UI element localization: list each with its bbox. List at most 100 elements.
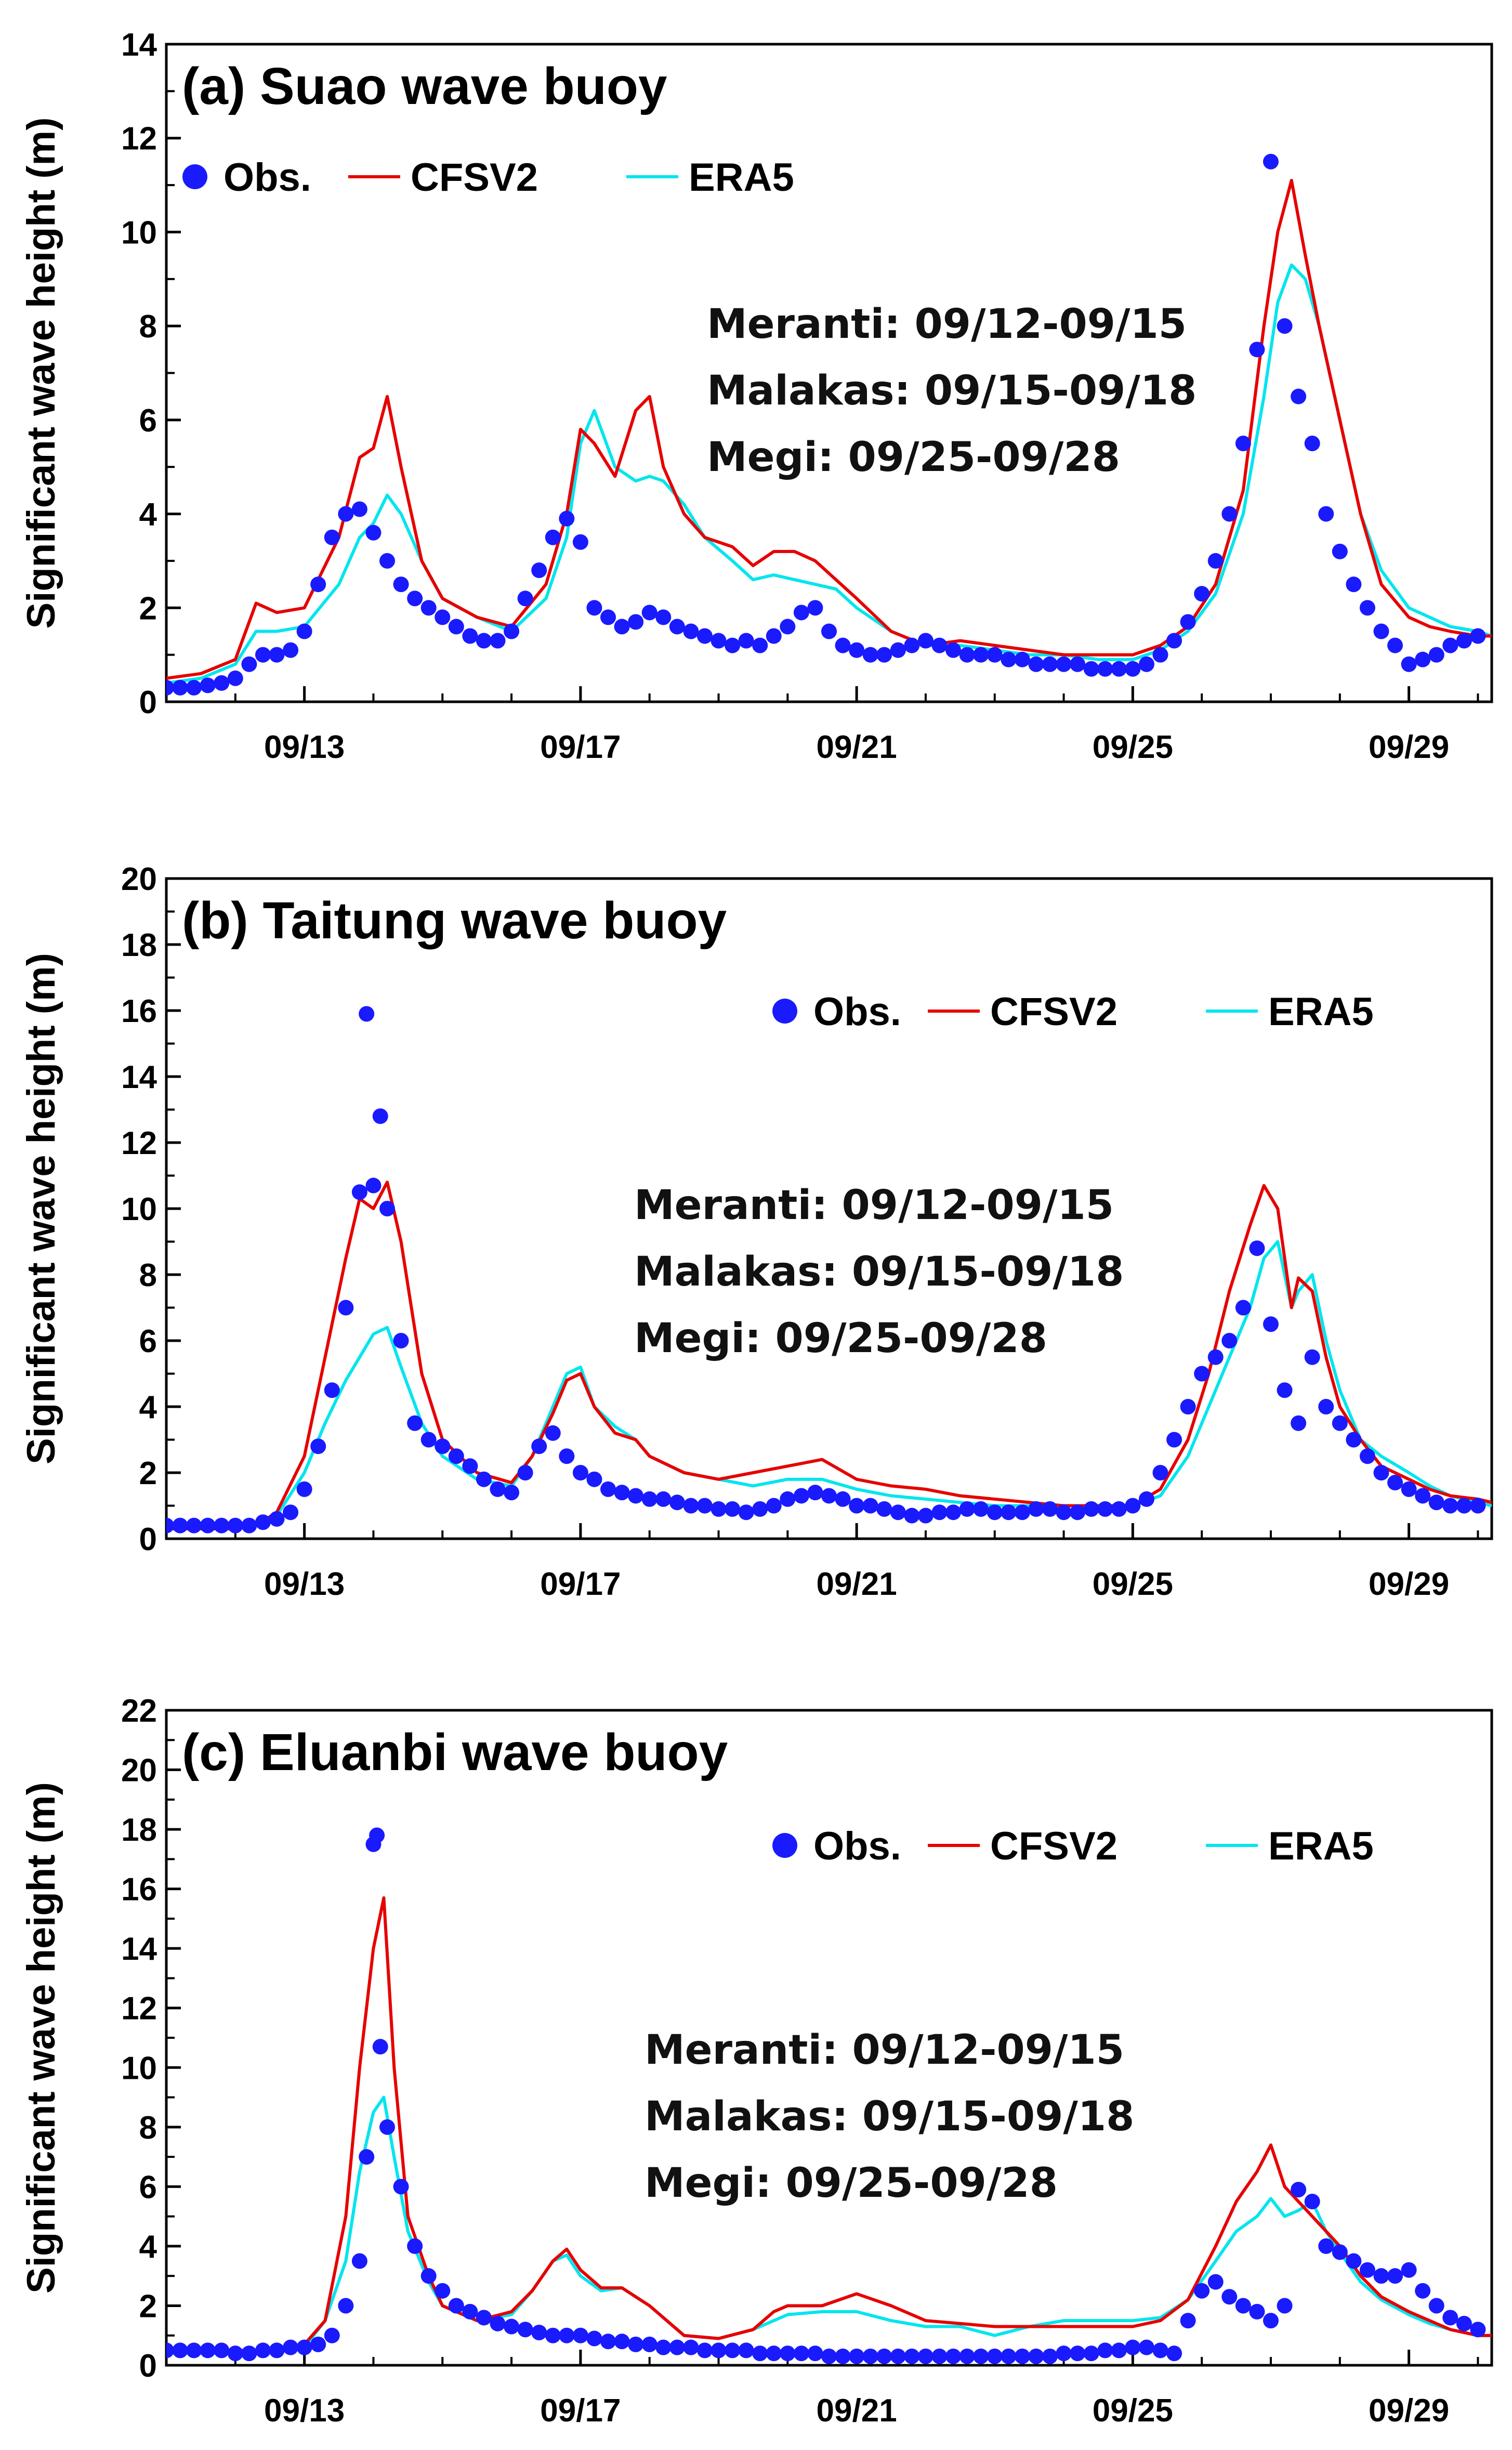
obs-point [766, 2346, 782, 2362]
x-tick-label: 09/21 [817, 2393, 897, 2429]
obs-point [696, 628, 713, 644]
obs-point [200, 1517, 216, 1534]
obs-point [531, 2325, 547, 2340]
obs-point [1001, 2348, 1017, 2364]
obs-point [172, 1517, 188, 1534]
panel-title: (b) Taitung wave buoy [182, 892, 727, 950]
y-axis-label: Significant wave height (m) [19, 117, 63, 629]
y-tick-label: 12 [121, 1125, 157, 1161]
obs-point [1097, 2342, 1113, 2359]
obs-point [241, 2346, 257, 2362]
obs-point [711, 2342, 727, 2359]
obs-point [959, 647, 975, 663]
obs-point [379, 1201, 395, 1216]
legend: Obs. CFSV2 ERA5 [772, 1824, 1374, 1868]
typhoon-annotation: Malakas: 09/15-09/18 [645, 2093, 1134, 2140]
y-tick-label: 6 [139, 2169, 157, 2205]
obs-point [1263, 153, 1279, 169]
typhoon-annotation: Megi: 09/25-09/28 [645, 2160, 1058, 2207]
panel-3: 0 2 4 6 8 10 12 14 16 18 20 22 09/13 09/17 09/21 09/25 0… [19, 1693, 1493, 2429]
obs-point [420, 1432, 437, 1448]
obs-point [1442, 2310, 1458, 2326]
obs-point [835, 637, 851, 653]
y-tick-label: 4 [139, 1390, 157, 1425]
obs-point [1235, 1300, 1251, 1316]
obs-point [1470, 1498, 1486, 1514]
obs-point [269, 2342, 285, 2359]
obs-point [1166, 633, 1182, 649]
obs-point [1083, 1501, 1099, 1517]
obs-point [586, 2330, 602, 2347]
obs-point [849, 1498, 865, 1514]
obs-point [862, 1498, 878, 1514]
typhoon-annotation: Malakas: 09/15-09/18 [707, 368, 1197, 414]
panel-title: (a) Suao wave buoy [182, 57, 667, 115]
x-tick-label: 09/29 [1369, 2393, 1449, 2429]
obs-point [227, 2346, 243, 2362]
y-tick-label: 14 [121, 1931, 157, 1967]
typhoon-annotation: Meranti: 09/12-09/15 [707, 301, 1187, 348]
obs-point [407, 1415, 423, 1431]
obs-point [1318, 2238, 1334, 2254]
obs-point [614, 2334, 630, 2350]
obs-point [641, 605, 658, 621]
obs-point [1373, 1465, 1389, 1481]
obs-point [1442, 637, 1458, 653]
obs-point [1291, 2182, 1307, 2198]
x-tick-label: 09/25 [1093, 2393, 1173, 2429]
obs-point [407, 2238, 423, 2254]
obs-point [1125, 661, 1141, 677]
obs-point [559, 2327, 575, 2343]
typhoon-annotation: Megi: 09/25-09/28 [707, 434, 1120, 481]
obs-point [1373, 623, 1389, 639]
obs-point [296, 623, 312, 639]
obs-point [752, 1501, 768, 1517]
obs-point [1001, 1504, 1017, 1521]
obs-point [890, 642, 906, 658]
series-group [166, 1006, 1492, 1534]
obs-point [490, 1481, 506, 1497]
obs-point [1194, 2283, 1210, 2299]
obs-point [973, 1501, 989, 1517]
y-tick-label: 6 [139, 403, 157, 439]
obs-point [351, 501, 367, 517]
obs-point [324, 529, 340, 545]
obs-point [862, 647, 878, 663]
x-tick-label: 09/17 [540, 729, 621, 765]
obs-point [310, 1438, 326, 1455]
obs-point [1332, 2244, 1348, 2260]
typhoon-annotation: Malakas: 09/15-09/18 [634, 1249, 1124, 1295]
obs-point [1111, 661, 1127, 677]
obs-point [365, 525, 382, 541]
legend-obs-marker [182, 164, 207, 189]
obs-point [1028, 2348, 1044, 2364]
obs-point [683, 623, 699, 639]
obs-point [372, 2039, 388, 2055]
x-tick-label: 09/25 [1093, 1566, 1173, 1602]
obs-point [462, 1458, 478, 1474]
obs-point [917, 1508, 934, 1524]
obs-point [1332, 1415, 1348, 1431]
y-tick-label: 10 [121, 2050, 157, 2086]
obs-point [448, 1448, 464, 1464]
obs-point [1456, 633, 1472, 649]
panel-title: (c) Eluanbi wave buoy [182, 1723, 728, 1781]
obs-point [655, 1491, 672, 1507]
obs-point [1028, 1501, 1044, 1517]
obs-point [780, 2346, 796, 2362]
y-tick-label: 8 [139, 2110, 157, 2146]
obs-point [166, 679, 174, 696]
obs-point [1138, 1491, 1154, 1507]
obs-point [738, 2342, 754, 2359]
obs-point [296, 1481, 312, 1497]
x-tick-label: 09/21 [817, 729, 897, 765]
obs-point [807, 1485, 823, 1501]
era5-line [166, 263, 1492, 685]
obs-point [559, 510, 575, 527]
y-tick-label: 2 [139, 591, 157, 626]
obs-point [1166, 1432, 1182, 1448]
obs-point [545, 529, 561, 545]
obs-point [1152, 1465, 1168, 1481]
obs-point [1291, 1415, 1307, 1431]
y-tick-label: 14 [121, 1059, 157, 1095]
